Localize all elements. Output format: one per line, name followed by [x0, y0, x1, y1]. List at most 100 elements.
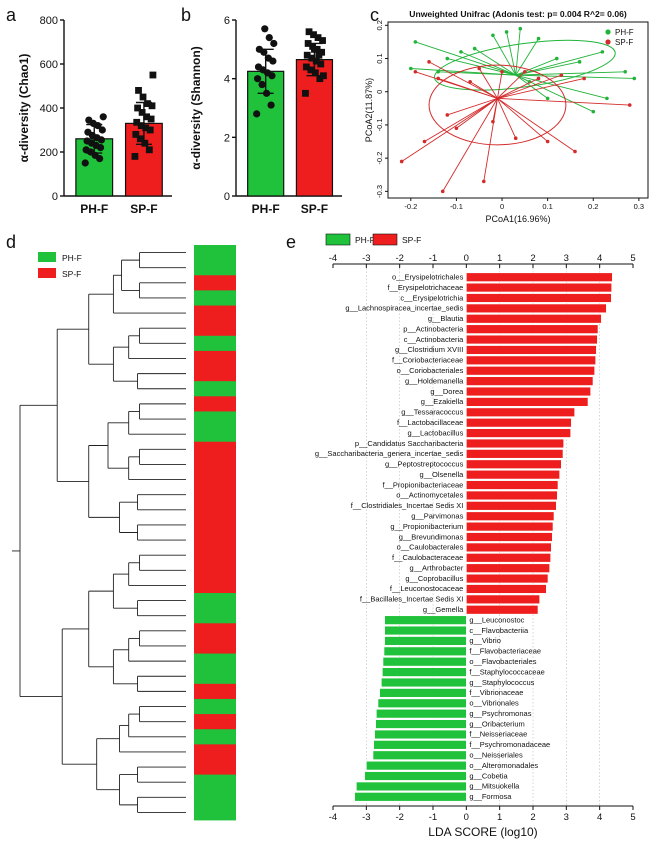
spider-line: [447, 58, 516, 76]
spider-line: [428, 61, 498, 99]
sample-point: [536, 76, 541, 81]
sample-point: [477, 66, 482, 71]
spider-line: [447, 97, 498, 116]
lda-bar: [466, 397, 589, 407]
taxon-label: g__Olsenella: [420, 470, 465, 479]
lda-bar: [466, 521, 554, 532]
data-point: [255, 45, 263, 53]
taxon-label: g__Peptostreptococcus: [385, 460, 464, 469]
data-point: [147, 115, 155, 123]
bottom-x-tick-label: -4: [329, 812, 337, 823]
spider-line: [424, 97, 498, 142]
y-tick-label: 200: [40, 147, 58, 159]
spider-line: [515, 74, 548, 99]
confidence-ellipse: [433, 39, 616, 91]
data-point: [135, 87, 142, 94]
data-point: [304, 40, 312, 47]
sample-point: [491, 33, 495, 38]
top-x-tick-label: 0: [464, 253, 469, 264]
leaf-group-cell: [194, 547, 236, 564]
legend-swatch-ph: [325, 233, 351, 246]
spider-line: [515, 58, 557, 76]
data-point: [82, 146, 90, 154]
lda-bar: [382, 667, 467, 677]
lda-bar: [466, 573, 549, 584]
lda-bar: [466, 542, 552, 553]
sample-point: [582, 76, 586, 81]
sample-point: [413, 40, 418, 44]
taxon-label: o__Coriobacteriales: [397, 366, 464, 375]
data-point: [315, 51, 323, 59]
spider-line: [438, 78, 498, 99]
data-point: [148, 102, 156, 110]
y-tick-label: -0.1: [375, 118, 384, 131]
data-point: [264, 54, 272, 62]
taxon-label: f__Bacillales_Incertae Sedis XI: [360, 595, 463, 604]
bottom-x-tick-label: -1: [429, 812, 437, 823]
panel-label-b: b: [181, 5, 191, 25]
taxon-label: g__Propionibacterium: [390, 522, 463, 531]
data-point: [83, 137, 91, 145]
lda-bar: [466, 428, 571, 438]
taxon-label: g__Mitsuokella: [469, 782, 520, 791]
data-point: [302, 63, 310, 71]
confidence-ellipse: [428, 64, 567, 146]
data-point: [98, 126, 106, 134]
legend-label: SP-F: [615, 38, 633, 47]
spider-line: [456, 98, 498, 129]
taxon-label: f__Staphylococcaceae: [469, 667, 544, 676]
data-point: [307, 66, 315, 74]
lda-bar: [466, 345, 597, 355]
leaf-group-cell: [194, 456, 236, 473]
x-tick-label: 0: [500, 202, 504, 211]
sample-point: [632, 76, 637, 81]
legend-label-sp: SP-F: [62, 269, 81, 279]
data-point: [316, 75, 324, 83]
taxon-label: f__Caulobacteraceae: [392, 553, 463, 562]
taxon-label: g__Tessaracoccus: [401, 408, 463, 417]
data-point: [146, 126, 154, 134]
taxon-label: g__Holdemanella: [405, 376, 464, 385]
data-point: [258, 80, 266, 89]
legend-label-ph: PH-F: [62, 253, 82, 263]
lda-bar: [375, 719, 467, 729]
lda-bar: [466, 376, 594, 386]
sample-point: [513, 136, 518, 141]
spider-line: [515, 61, 580, 76]
spider-line: [415, 41, 516, 76]
taxon-label: g__Leuconostoc: [469, 615, 524, 624]
legend-label: PH-F: [615, 28, 634, 37]
taxon-label: p__Candidatus Saccharibacteria: [355, 439, 464, 448]
taxon-label: f__Vibrionaceae: [469, 688, 523, 697]
leaf-group-cell: [194, 729, 236, 745]
taxon-label: f__Leuconostocaceae: [390, 584, 463, 593]
spider-line: [515, 74, 530, 83]
sample-point: [536, 36, 541, 41]
panel-label-e: e: [286, 232, 296, 252]
legend-swatch-sp: [372, 233, 398, 246]
spider-line: [497, 71, 503, 99]
leaf-group-cell: [194, 532, 236, 549]
y-tick-label: 0: [375, 90, 384, 94]
lda-bar: [466, 303, 607, 314]
taxon-label: f__Neisseriaceae: [469, 730, 527, 739]
lda-bar: [382, 657, 467, 667]
taxon-label: g__Brevundimonas: [399, 532, 464, 541]
data-point: [305, 28, 313, 36]
data-point: [81, 159, 89, 167]
data-point: [319, 37, 326, 44]
leaf-group-cell: [194, 593, 236, 609]
leaf-group-cell: [194, 487, 236, 503]
lda-bar-chart: PH-F SP-F -4 -3 -2 -1 0 1 2 3 4 5 o__Erysipelotricha…: [315, 233, 636, 839]
sample-point: [500, 70, 504, 74]
x-category-sp-f: SP-F: [301, 202, 328, 216]
taxon-label: f__Psychromonadaceae: [469, 740, 550, 749]
lda-bar: [466, 532, 553, 542]
data-point: [311, 69, 319, 77]
sample-point: [545, 139, 550, 144]
x-axis-title: LDA SCORE (log10): [428, 825, 537, 839]
leaf-group-cell: [194, 366, 236, 382]
sample-point: [518, 26, 523, 31]
lda-bar: [466, 386, 591, 397]
bottom-x-tick-label: 5: [630, 812, 635, 823]
